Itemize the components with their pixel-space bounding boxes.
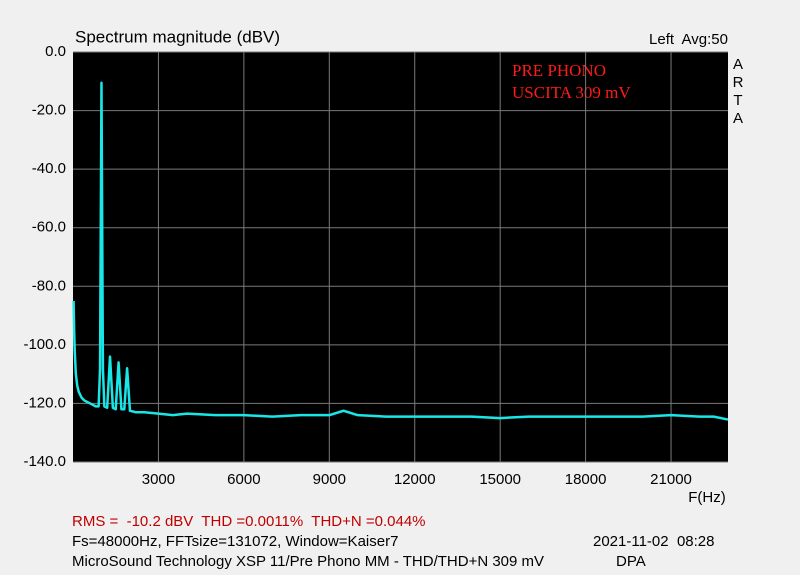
y-tick-label: -140.0 [23, 453, 66, 470]
y-tick-label: -100.0 [23, 336, 66, 353]
y-tick-label: -20.0 [32, 102, 66, 119]
watermark: ARTA [730, 56, 747, 128]
spectrum-line [72, 81, 729, 421]
device: MicroSound Technology XSP 11/Pre Phono M… [72, 553, 544, 570]
channel-label: Left Avg:50 [649, 31, 728, 48]
x-tick-label: 12000 [394, 471, 436, 488]
y-tick-label: -40.0 [32, 160, 66, 177]
timestamp: 2021-11-02 08:28 [593, 533, 715, 550]
y-tick-label: -60.0 [32, 219, 66, 236]
x-tick-label: 3000 [142, 471, 175, 488]
x-tick-label: 18000 [565, 471, 607, 488]
measurements: RMS = -10.2 dBV THD =0.0011% THD+N =0.04… [72, 513, 426, 530]
x-tick-label: 6000 [227, 471, 260, 488]
y-tick-label: -120.0 [23, 394, 66, 411]
annotation: USCITA 309 mV [512, 83, 631, 102]
x-tick-label: 15000 [479, 471, 521, 488]
plot-area [73, 52, 728, 462]
y-tick-label: -80.0 [32, 277, 66, 294]
annotation: PRE PHONO [512, 61, 606, 80]
chart-title: Spectrum magnitude (dBV) [75, 27, 280, 46]
mode: DPA [616, 553, 646, 570]
y-tick-label: 0.0 [45, 43, 66, 60]
x-tick-label: 21000 [650, 471, 692, 488]
x-axis-label: F(Hz) [688, 489, 726, 506]
x-tick-label: 9000 [313, 471, 346, 488]
settings: Fs=48000Hz, FFTsize=131072, Window=Kaise… [72, 533, 398, 550]
